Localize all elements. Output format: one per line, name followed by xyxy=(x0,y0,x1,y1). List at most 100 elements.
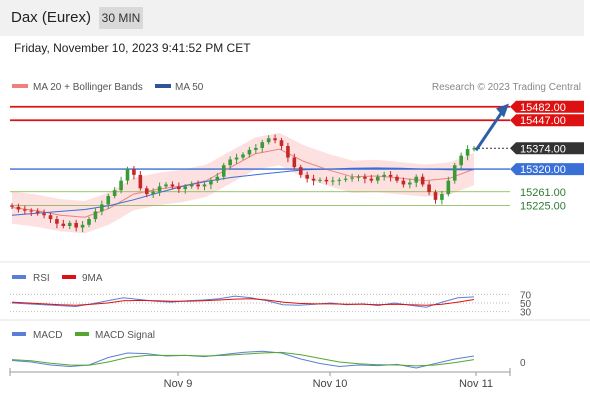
candle-body xyxy=(221,165,226,177)
candle-body xyxy=(35,211,40,214)
top-bar: Dax (Eurex) 30 MIN xyxy=(0,0,584,36)
candle-body xyxy=(401,180,406,185)
ma50-line xyxy=(11,167,474,216)
x-axis: Nov 9 Nov 10 Nov 11 xyxy=(9,368,511,390)
rsi-ma-line xyxy=(11,298,475,306)
rsi-tick-label: 50 xyxy=(520,299,532,310)
support-level-label: 15225.00 xyxy=(520,201,566,213)
candle-body xyxy=(196,184,200,187)
instrument-title: Dax (Eurex) xyxy=(11,9,92,26)
candle-body xyxy=(138,174,143,189)
candle-body xyxy=(292,157,297,168)
x-tick-label: Nov 10 xyxy=(313,378,348,390)
candle-body xyxy=(202,184,207,187)
pivot-level-tag xyxy=(510,163,584,176)
candle-body xyxy=(247,149,252,155)
candle-body xyxy=(80,224,85,228)
resistance-level-tag-label: 15447.00 xyxy=(520,115,566,127)
candle-body xyxy=(183,186,188,190)
candle-body xyxy=(55,219,59,224)
candle-body xyxy=(209,180,213,185)
candle-body xyxy=(144,188,149,195)
current-price-tag-label: 15374.00 xyxy=(520,143,566,155)
bollinger-band xyxy=(12,132,474,234)
x-tick-label: Nov 11 xyxy=(459,378,493,390)
candle-body xyxy=(286,146,290,158)
candle-body xyxy=(382,174,386,177)
candle-body xyxy=(260,142,265,148)
bollinger-band-fill xyxy=(12,132,474,234)
candle-body xyxy=(74,222,78,228)
credit-text: Research © 2023 Trading Central xyxy=(432,82,581,93)
candle-body xyxy=(440,194,444,200)
ma20-legend-swatch xyxy=(12,84,28,88)
macd-zero-tick: 0 xyxy=(520,358,526,369)
candle-body xyxy=(343,178,348,180)
timeframe-button[interactable]: 30 MIN xyxy=(99,7,143,29)
candle-body xyxy=(42,213,46,216)
candle-body xyxy=(331,180,335,182)
rsi-legend-label: RSI xyxy=(33,273,50,284)
candle-body xyxy=(472,148,476,150)
candle-body xyxy=(23,209,27,211)
candle-body xyxy=(93,211,98,220)
candle-body xyxy=(67,222,72,226)
candle-body xyxy=(279,140,284,146)
candle-body xyxy=(48,215,53,220)
projection-arrow-shaft xyxy=(474,106,507,152)
candle-body xyxy=(132,169,136,175)
candle-body xyxy=(452,165,457,181)
candle-body xyxy=(266,138,271,143)
resistance-level-tag xyxy=(510,114,584,127)
projection-arrow xyxy=(474,103,509,152)
candle-body xyxy=(465,149,470,156)
candle-body xyxy=(177,186,181,190)
candle-body xyxy=(324,179,329,182)
candle-body xyxy=(459,155,463,166)
candle-body xyxy=(106,196,111,205)
candle-body xyxy=(446,180,451,195)
candle-body xyxy=(427,184,431,193)
candle-body xyxy=(369,178,374,181)
projection-arrow-head xyxy=(496,103,509,118)
candle-body xyxy=(254,147,258,150)
ma50-legend-label: MA 50 xyxy=(175,82,204,93)
rsi-tick-label: 70 xyxy=(520,290,532,301)
ma50-legend-swatch xyxy=(155,84,171,88)
candle-body xyxy=(228,159,232,166)
candle-body xyxy=(311,178,316,181)
candle-body xyxy=(395,176,399,181)
macd-panel: 0 xyxy=(11,350,526,369)
candle-body xyxy=(305,174,309,179)
rsi-legend-swatch xyxy=(12,275,26,279)
candle-body xyxy=(10,205,14,207)
macd-signal-line xyxy=(11,351,475,367)
candle-body xyxy=(125,169,130,181)
rsi-tick-label: 30 xyxy=(520,308,532,319)
candle-body xyxy=(61,223,66,226)
candle-body xyxy=(298,167,303,175)
candle-body xyxy=(414,176,419,183)
candle-body xyxy=(363,176,367,179)
candle-body xyxy=(420,176,425,185)
resistance-level-tag-label: 15482.00 xyxy=(520,102,566,114)
candle-body xyxy=(408,182,412,185)
candle-body xyxy=(16,206,21,210)
candle-body xyxy=(337,179,342,181)
candle-body xyxy=(318,179,322,181)
candle-body xyxy=(433,192,438,200)
candle-body xyxy=(215,176,220,181)
macd-legend-label: MACD xyxy=(33,330,62,341)
rsi-line xyxy=(11,295,475,308)
candlesticks xyxy=(10,134,476,233)
x-tick-label: Nov 9 xyxy=(164,378,193,390)
ma20-legend-label: MA 20 + Bollinger Bands xyxy=(33,82,143,93)
candle-body xyxy=(119,180,123,191)
candle-body xyxy=(157,186,162,192)
resistance-level-tag xyxy=(510,100,584,113)
candle-body xyxy=(87,219,91,225)
candle-body xyxy=(170,184,175,187)
